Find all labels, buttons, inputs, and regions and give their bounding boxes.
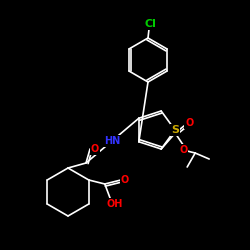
Text: S: S: [171, 125, 179, 135]
Text: O: O: [185, 118, 193, 128]
Text: HN: HN: [104, 136, 120, 145]
Text: O: O: [121, 175, 129, 185]
Text: O: O: [179, 145, 187, 155]
Text: OH: OH: [106, 199, 123, 209]
Text: O: O: [91, 144, 99, 154]
Text: Cl: Cl: [144, 19, 156, 29]
